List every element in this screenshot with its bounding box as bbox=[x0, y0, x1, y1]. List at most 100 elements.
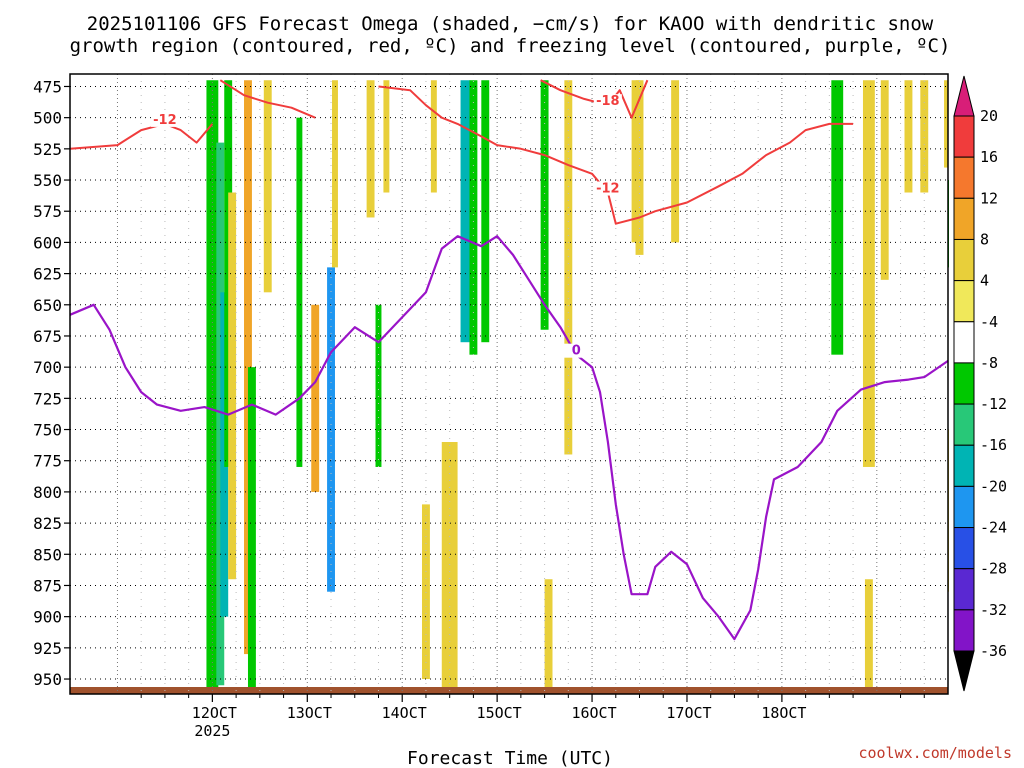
freezing-level-contour-label-bg bbox=[562, 343, 591, 358]
colorbar-bin-5 bbox=[953, 321, 975, 364]
colorbar-label--32: -32 bbox=[980, 601, 1007, 619]
omega-cell-30 bbox=[904, 80, 913, 193]
colorbar-label--28: -28 bbox=[980, 560, 1007, 578]
x-tick-label-18OCT: 18OCT bbox=[761, 704, 806, 722]
colorbar-label--4: -4 bbox=[980, 313, 998, 331]
colorbar-label--8: -8 bbox=[980, 354, 998, 372]
y-tick-label-475: 475 bbox=[33, 77, 62, 96]
y-tick-label-625: 625 bbox=[33, 265, 62, 284]
dgz-contour-2-label-bg bbox=[593, 94, 622, 109]
y-tick-label-600: 600 bbox=[33, 233, 62, 252]
colorbar-label--16: -16 bbox=[980, 436, 1007, 454]
plot-frame bbox=[69, 73, 949, 695]
colorbar-bottom-triangle bbox=[953, 650, 975, 692]
omega-cell-26 bbox=[671, 80, 680, 243]
omega-cell-19 bbox=[441, 442, 458, 692]
x-tick-year: 2025 bbox=[194, 722, 230, 740]
x-tick-label-16OCT: 16OCT bbox=[571, 704, 616, 722]
colorbar-bin-3 bbox=[953, 238, 975, 282]
colorbar: 20 16 12 8 4 -4 -8 -12 -16 -20 -24 -28 -32 -36 bbox=[953, 75, 1007, 692]
colorbar-bin-2 bbox=[953, 197, 975, 240]
contour-lines: -12 -12 -18 0 bbox=[69, 79, 949, 641]
y-tick-label-675: 675 bbox=[33, 327, 62, 346]
chart-title-line-2: growth region (contoured, red, ºC) and f… bbox=[70, 35, 951, 57]
omega-cell-15 bbox=[430, 80, 437, 193]
omega-cell-10 bbox=[327, 267, 335, 592]
plot-background bbox=[70, 74, 948, 694]
x-tick-label-12OCT: 12OCT bbox=[192, 704, 237, 722]
omega-cell-13 bbox=[375, 304, 382, 467]
y-tick-label-900: 900 bbox=[33, 608, 62, 627]
colorbar-bin-12 bbox=[953, 609, 975, 652]
colorbar-label-12: 12 bbox=[980, 189, 998, 207]
colorbar-bin-10 bbox=[953, 527, 975, 570]
y-tick-label-950: 950 bbox=[33, 670, 62, 689]
y-tick-label-575: 575 bbox=[33, 202, 62, 221]
colorbar-bin-11 bbox=[953, 568, 975, 611]
colorbar-bin-6 bbox=[953, 362, 975, 405]
colorbar-label--20: -20 bbox=[980, 477, 1007, 495]
colorbar-top-triangle bbox=[953, 75, 975, 117]
omega-cell-14 bbox=[383, 80, 390, 193]
y-tick-label-700: 700 bbox=[33, 358, 62, 377]
colorbar-label-16: 16 bbox=[980, 148, 998, 166]
omega-cell-11 bbox=[332, 80, 338, 268]
colorbar-label--24: -24 bbox=[980, 519, 1007, 537]
x-tick-label-13OCT: 13OCT bbox=[287, 704, 332, 722]
omega-cell-4 bbox=[228, 192, 237, 580]
omega-cell-6 bbox=[247, 367, 256, 692]
dgz-contour-0-label: -12 bbox=[153, 113, 177, 128]
omega-cell-29 bbox=[880, 80, 889, 280]
y-tick-label-825: 825 bbox=[33, 514, 62, 533]
y-tick-label-650: 650 bbox=[33, 296, 62, 315]
y-tick-label-750: 750 bbox=[33, 421, 62, 440]
colorbar-bin-0 bbox=[953, 115, 975, 158]
omega-cell-22 bbox=[544, 579, 553, 692]
omega-cell-27 bbox=[831, 80, 844, 355]
omega-cell-7 bbox=[263, 80, 272, 293]
freezing-level-contour bbox=[69, 235, 949, 641]
x-axis-label: Forecast Time (UTC) bbox=[407, 748, 613, 768]
y-tick-label-725: 725 bbox=[33, 389, 62, 408]
dgz-contour-1-label-bg bbox=[593, 181, 622, 196]
y-tick-label-500: 500 bbox=[33, 109, 62, 128]
omega-cell-23 bbox=[564, 80, 573, 455]
colorbar-bin-1 bbox=[953, 156, 975, 199]
colorbar-label-8: 8 bbox=[980, 230, 989, 248]
x-tick-label-17OCT: 17OCT bbox=[666, 704, 711, 722]
y-tick-label-800: 800 bbox=[33, 483, 62, 502]
y-axis-ticks: 475 500 525 550 575 600 625 650 675 700 725 750 775 8… bbox=[33, 77, 70, 689]
omega-cell-20 bbox=[421, 504, 430, 680]
colorbar-bin-7 bbox=[953, 403, 975, 446]
colorbar-label-4: 4 bbox=[980, 272, 989, 290]
plot-grid bbox=[70, 74, 948, 694]
y-tick-label-925: 925 bbox=[33, 639, 62, 658]
omega-cell-0 bbox=[206, 80, 219, 694]
omega-cell-28 bbox=[862, 80, 875, 467]
dgz-contour-0-label-bg bbox=[150, 112, 179, 127]
omega-cell-8 bbox=[296, 117, 303, 467]
omega-cell-25 bbox=[635, 80, 644, 255]
omega-cell-33 bbox=[864, 579, 873, 692]
y-tick-label-775: 775 bbox=[33, 452, 62, 471]
colorbar-bin-9 bbox=[953, 485, 975, 529]
omega-cell-17 bbox=[469, 80, 478, 355]
colorbar-label-20: 20 bbox=[980, 107, 998, 125]
x-tick-label-15OCT: 15OCT bbox=[477, 704, 522, 722]
colorbar-label--12: -12 bbox=[980, 395, 1007, 413]
omega-cell-21 bbox=[540, 80, 549, 330]
colorbar-label--36: -36 bbox=[980, 642, 1007, 660]
omega-cell-31 bbox=[920, 80, 929, 193]
dgz-contour-1-label: -12 bbox=[596, 182, 620, 197]
omega-cell-32 bbox=[944, 80, 948, 168]
plot-area: -12 -12 -18 0 bbox=[69, 73, 949, 695]
y-tick-label-525: 525 bbox=[33, 140, 62, 159]
chart-title-line-1: 2025101106 GFS Forecast Omega (shaded, −… bbox=[87, 13, 934, 35]
x-tick-label-14OCT: 14OCT bbox=[382, 704, 427, 722]
y-tick-label-850: 850 bbox=[33, 545, 62, 564]
colorbar-bin-4 bbox=[953, 280, 975, 323]
y-tick-label-875: 875 bbox=[33, 576, 62, 595]
freezing-level-contour-label: 0 bbox=[572, 344, 581, 359]
